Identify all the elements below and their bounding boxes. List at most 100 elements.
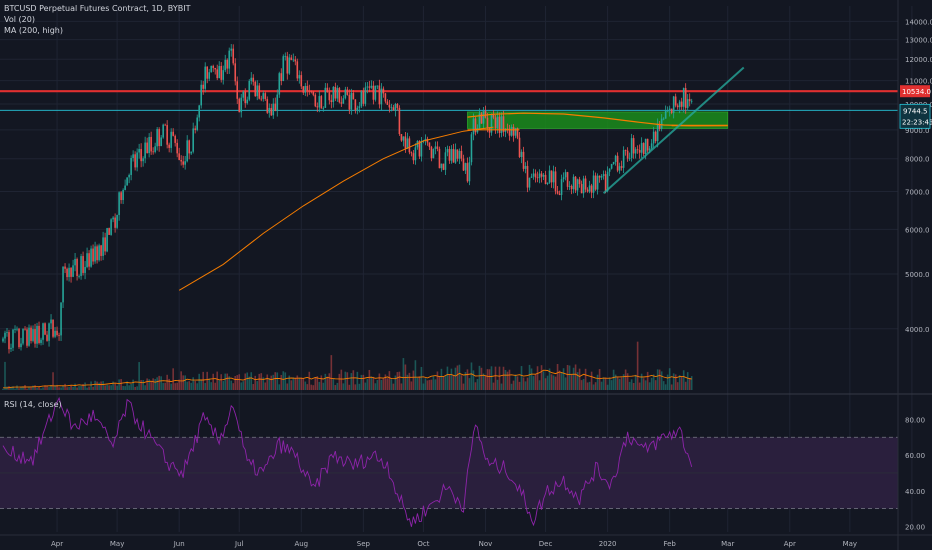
candle-body (548, 170, 551, 183)
volume-bar (546, 375, 549, 390)
volume-bar (368, 369, 371, 390)
volume-bar (622, 374, 625, 390)
candle (472, 113, 475, 141)
candle-body (384, 93, 387, 102)
candle (624, 149, 627, 156)
candle (84, 261, 86, 280)
volume-bar (558, 370, 561, 390)
candle (106, 227, 108, 253)
volume-bar (178, 379, 180, 390)
candle-body (50, 319, 52, 324)
ma-indicator-label[interactable]: MA (200, high) (4, 26, 63, 35)
candle (654, 130, 657, 144)
volume-bar (86, 387, 88, 390)
candle (206, 66, 209, 84)
candle (178, 147, 180, 161)
volume-bar (442, 376, 445, 390)
volume-bar (72, 386, 74, 390)
symbol-title[interactable]: BTCUSD Perpetual Futures Contract, 1D, B… (4, 4, 191, 13)
volume-bar (410, 381, 413, 390)
candle-body (6, 332, 8, 333)
candle-body (430, 146, 433, 159)
volume-bar (138, 362, 140, 390)
candle-body (200, 84, 202, 106)
candle-body (388, 104, 391, 108)
candle-body (404, 136, 407, 149)
x-tick-label: May (110, 540, 124, 548)
candle-body (38, 325, 40, 343)
candle (510, 124, 513, 137)
candle (154, 142, 156, 154)
candle (384, 92, 387, 104)
volume-bar (576, 372, 579, 390)
x-tick-label: Oct (417, 540, 429, 548)
volume-bar (248, 376, 251, 390)
candle-body (276, 94, 279, 112)
volume-bar (352, 370, 355, 390)
candle-body (664, 110, 667, 119)
candle-body (240, 97, 243, 113)
candle (362, 87, 365, 107)
volume-bar (236, 375, 239, 390)
candle (382, 86, 385, 98)
volume-indicator-label[interactable]: Vol (20) (4, 15, 35, 24)
candle (500, 112, 503, 138)
volume-bar (244, 373, 247, 390)
candle (508, 124, 511, 141)
candle (390, 103, 393, 112)
volume-bar (100, 381, 102, 390)
candle (528, 177, 531, 191)
volume-bar (432, 376, 435, 390)
candle (598, 175, 601, 183)
candle (278, 71, 281, 98)
rsi-indicator-label[interactable]: RSI (14, close) (4, 400, 62, 409)
volume-bar (462, 383, 465, 390)
candle-body (270, 107, 273, 116)
candle-body (174, 135, 176, 143)
candle-body (640, 143, 643, 153)
candle-body (470, 134, 473, 163)
volume-bar (96, 381, 98, 390)
volume-bar (128, 385, 130, 390)
candle (562, 172, 565, 183)
candle (636, 145, 639, 154)
candle-body (346, 89, 349, 95)
candle-body (442, 163, 445, 170)
candle (420, 136, 423, 162)
candle (536, 171, 539, 183)
candle (444, 146, 447, 175)
candle (136, 148, 138, 172)
candle-body (644, 138, 647, 154)
candle (258, 83, 261, 100)
candle (594, 172, 597, 191)
candle-body (18, 328, 20, 348)
volume-bar (634, 374, 637, 390)
volume-bar (412, 370, 415, 390)
volume-bar (114, 383, 116, 390)
candle (118, 191, 120, 221)
candle-body (458, 150, 461, 159)
rsi-tick-label: 20.00 (905, 523, 925, 531)
candle (246, 96, 249, 105)
volume-bar (20, 387, 22, 390)
candle-body (632, 138, 635, 154)
y-tick-label: 8000.0 (905, 156, 930, 164)
candle-body (464, 163, 467, 171)
volume-bar (298, 378, 301, 390)
candle (262, 90, 265, 102)
volume-bar (494, 366, 497, 390)
candle (22, 328, 24, 346)
volume-bar (12, 386, 14, 390)
volume-bar (122, 385, 124, 390)
candle-body (82, 256, 84, 273)
volume-bar (420, 366, 423, 390)
candle-body (262, 93, 265, 99)
candle-body (598, 175, 601, 178)
candle-body (594, 175, 597, 190)
volume-bar (548, 368, 551, 390)
candle-body (446, 149, 449, 153)
candle (190, 151, 192, 156)
volume-bar (194, 380, 196, 390)
candle-body (654, 131, 657, 142)
candle (436, 141, 439, 152)
